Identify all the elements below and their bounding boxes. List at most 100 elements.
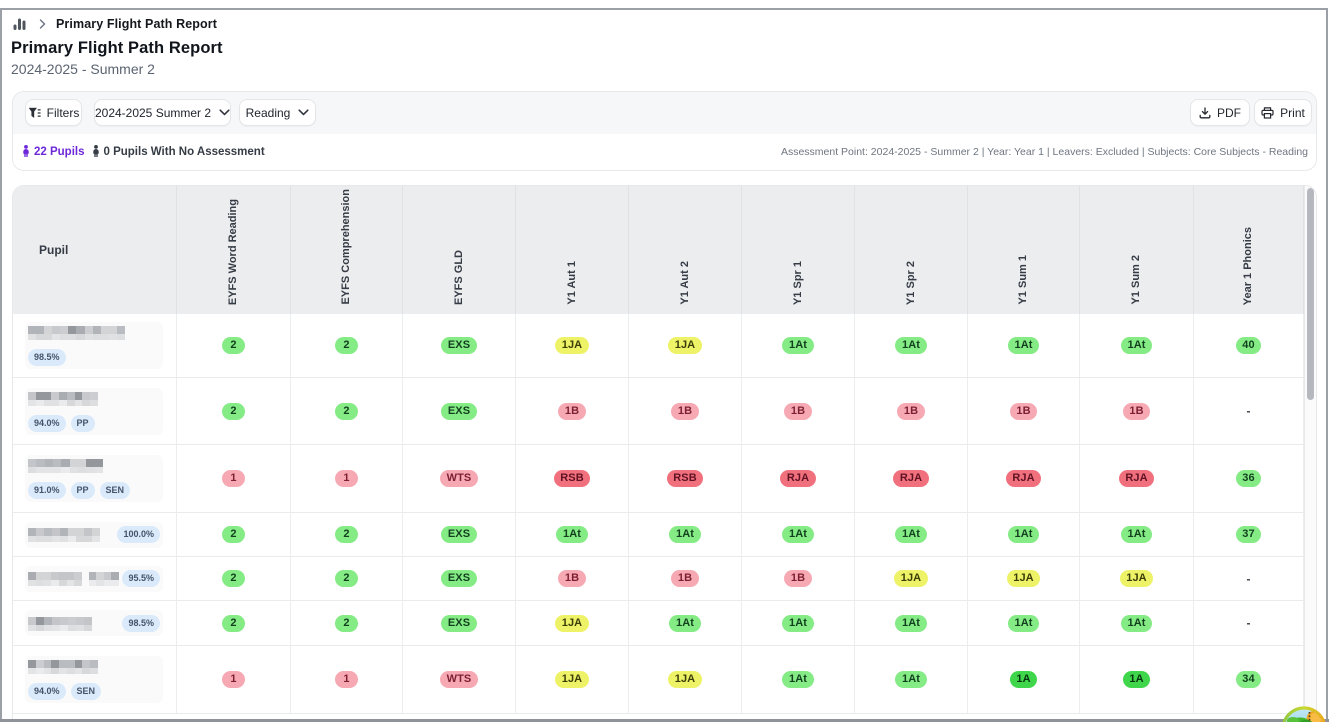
print-button[interactable]: Print (1254, 99, 1312, 126)
pdf-button[interactable]: PDF (1190, 99, 1250, 126)
vertical-scrollbar-track[interactable] (1304, 186, 1316, 722)
grade-pill: 1At (782, 337, 814, 354)
pupil-row: 94.0% PP 2 2 EXS 1B 1B 1B 1B 1B 1B - (13, 378, 1304, 445)
pupil-info: 94.0% SEN (25, 656, 163, 703)
person-icon (22, 144, 30, 160)
grade-pill: 1A (1009, 671, 1038, 688)
subject-dropdown[interactable]: Reading (239, 99, 316, 126)
grade-pill: 1At (895, 671, 927, 688)
pupil-row: 100.0% 2 2 EXS 1At 1At 1At 1At 1At 1At 37 (13, 513, 1304, 557)
breadcrumb-current[interactable]: Primary Flight Path Report (56, 17, 217, 31)
grade-pill: 2 (222, 402, 245, 420)
assessment-cell: 34 (1194, 646, 1304, 713)
assessment-cell: EXS (403, 378, 516, 444)
page-subtitle: 2024-2025 - Summer 2 (11, 61, 155, 77)
assessment-cell: EXS (403, 314, 516, 377)
column-header-y1-spr-1: Y1 Spr 1 (742, 186, 855, 314)
chevron-down-icon (298, 109, 309, 116)
grade-pill: 1At (895, 337, 927, 354)
filters-button[interactable]: Filters (25, 99, 82, 126)
assessment-cell: 1At (1080, 601, 1194, 645)
vertical-scrollbar-thumb[interactable] (1307, 188, 1314, 400)
assessment-cell: 1JA (968, 557, 1080, 600)
assessment-cell: 1JA (629, 314, 742, 377)
no-result-dash: - (1246, 571, 1251, 586)
assessment-cell: 1At (968, 513, 1080, 556)
assessment-cell: 1At (742, 646, 855, 713)
grade-pill: 1B (1009, 402, 1038, 420)
pupils-count[interactable]: 22 Pupils (22, 144, 85, 160)
assessment-cell: 1 (177, 445, 291, 512)
pupil-badges: 98.5% (28, 349, 160, 366)
assessment-cell: 1At (855, 646, 968, 713)
brand-logo-button[interactable] (1281, 706, 1327, 722)
assessment-cell: 1 (291, 646, 403, 713)
assessment-cell: 1At (742, 601, 855, 645)
pupil-cell[interactable]: 91.0% PP SEN (13, 445, 177, 512)
grade-pill: WTS (440, 671, 478, 688)
grade-pill: 1B (1122, 402, 1151, 420)
pupil-cell[interactable]: 98.5% (13, 601, 177, 645)
column-header-label: EYFS GLD (452, 249, 465, 305)
grade-pill: RJA (1005, 470, 1042, 487)
grade-pill: 1At (1120, 337, 1153, 354)
grade-pill: 1B (558, 402, 586, 420)
pupil-row: 98.5% 2 2 EXS 1JA 1JA 1At 1At 1At 1At 40 (13, 314, 1304, 378)
assessment-cell: 2 (291, 314, 403, 377)
column-header-label: Pupil (39, 243, 69, 257)
column-header-eyfs-word-reading: EYFS Word Reading (177, 186, 291, 314)
column-header-y1-aut-1: Y1 Aut 1 (516, 186, 629, 314)
attendance-badge: 94.0% (28, 414, 66, 432)
grade-pill: EXS (441, 337, 477, 354)
pupil-name-redacted (28, 528, 100, 542)
pupil-cell[interactable]: 98.5% (13, 314, 177, 377)
pupil-name-redacted (28, 391, 160, 406)
grade-pill: 1B (558, 570, 586, 587)
assessment-cell: 40 (1194, 314, 1304, 377)
grade-pill: EXS (441, 570, 477, 587)
pupil-row: 94.0% SEN 1 1 WTS 1JA 1JA 1At 1At 1A 1A 34 (13, 646, 1304, 714)
grade-pill: 2 (335, 402, 358, 420)
assessment-cell: 1At (629, 513, 742, 556)
pupil-cell[interactable]: 100.0% (13, 513, 177, 556)
pupil-badges: 94.0% PP (28, 414, 160, 432)
grade-pill: 2 (335, 337, 358, 354)
assessment-cell: 2 (291, 513, 403, 556)
column-header-label: Y1 Aut 2 (678, 261, 691, 305)
pupil-info: 100.0% (25, 521, 163, 548)
grade-pill: 1JA (668, 671, 702, 688)
assessment-cell: - (1194, 378, 1304, 444)
assessment-cell: 1At (968, 314, 1080, 377)
assessment-cell: 1JA (855, 557, 968, 600)
pupil-cell[interactable]: 95.5% (13, 557, 177, 600)
pupil-cell[interactable]: 94.0% PP (13, 378, 177, 444)
assessment-cell: 1At (629, 601, 742, 645)
grade-pill: 2 (222, 337, 245, 354)
grade-pill: 1 (222, 671, 245, 688)
grade-pill: RSB (666, 470, 704, 487)
assessment-cell: 2 (177, 557, 291, 600)
assessment-period-dropdown[interactable]: 2024-2025 Summer 2 (94, 99, 231, 126)
assessment-cell: 1At (742, 513, 855, 556)
pupil-badges: 98.5% (122, 614, 160, 632)
assessment-cell: EXS (403, 557, 516, 600)
attendance-badge: 98.5% (122, 614, 160, 632)
assessment-cell: RJA (855, 445, 968, 512)
grade-pill: 2 (222, 570, 245, 587)
grade-pill: 1At (556, 526, 588, 543)
attendance-badge: 91.0% (28, 482, 66, 499)
assessment-cell: 1B (855, 378, 968, 444)
assessment-cell: 1At (855, 314, 968, 377)
assessment-cell: 1At (968, 601, 1080, 645)
assessment-cell: RJA (968, 445, 1080, 512)
attendance-badge: 98.5% (28, 349, 66, 366)
assessment-cell: 1B (516, 557, 629, 600)
pupil-cell[interactable]: 94.0% SEN (13, 646, 177, 713)
assessment-cell: RJA (1080, 445, 1194, 512)
grade-pill: 1B (897, 402, 925, 420)
assessment-cell: 1A (968, 646, 1080, 713)
pupils-count-label: 22 Pupils (34, 146, 85, 158)
assessment-cell: 1B (968, 378, 1080, 444)
column-header-label: EYFS Word Reading (227, 198, 240, 305)
grade-pill: RJA (1118, 470, 1155, 487)
